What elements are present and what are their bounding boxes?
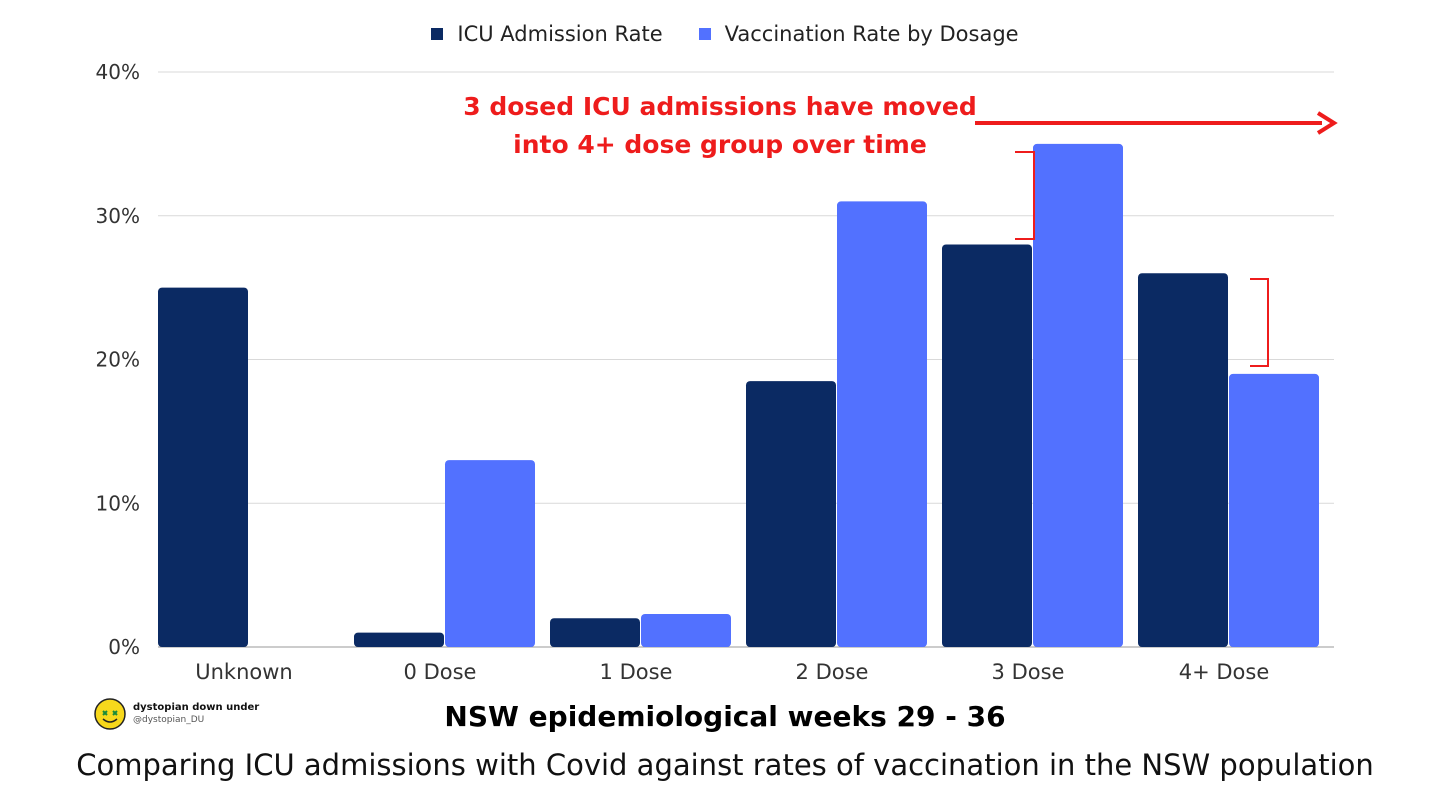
bar-chart: 0% 10% 20% 30% 40% Unknown 0 Dose 1 Dose 2 Dose 3… — [96, 60, 1338, 684]
brand-name: dystopian down under — [133, 702, 260, 713]
bar-icu — [158, 287, 248, 647]
legend-swatch-vaccination — [698, 28, 711, 40]
yellow-smiley-icon — [94, 698, 126, 730]
legend-label-vaccination: Vaccination Rate by Dosage — [724, 22, 1019, 46]
bar-icu — [354, 632, 444, 647]
annotation-arrow-head — [1316, 111, 1338, 135]
x-tick-label: 2 Dose — [796, 660, 869, 684]
x-tick-label: 0 Dose — [404, 660, 477, 684]
bar-icu — [550, 618, 640, 647]
legend-swatch-icu — [431, 28, 444, 40]
chart-annotation: 3 dosed ICU admissions have moved into 4… — [440, 88, 1000, 164]
y-tick-label: 30% — [96, 204, 140, 228]
y-tick-label: 40% — [96, 60, 140, 84]
brand-badge: dystopian down under @dystopian_DU — [93, 697, 259, 731]
x-tick-label: 4+ Dose — [1179, 660, 1270, 684]
x-tick-label: 3 Dose — [992, 660, 1065, 684]
bar-vaccination — [837, 201, 927, 647]
bar-icu — [1138, 273, 1228, 647]
bracket-3-dose — [1015, 151, 1035, 240]
bar-icu — [942, 244, 1032, 647]
bar-vaccination — [641, 613, 731, 647]
legend-item-vaccination[interactable]: Vaccination Rate by Dosage — [698, 22, 1019, 46]
bar-vaccination — [445, 460, 535, 647]
x-tick-label: Unknown — [195, 660, 292, 684]
annotation-line-1: 3 dosed ICU admissions have moved — [463, 92, 977, 121]
x-tick-label: 1 Dose — [600, 660, 673, 684]
bar-icu — [746, 381, 836, 647]
y-tick-label: 20% — [96, 348, 140, 372]
chart-legend: ICU Admission Rate Vaccination Rate by D… — [0, 22, 1450, 46]
chart-title: NSW epidemiological weeks 29 - 36 — [444, 700, 1006, 733]
bar-vaccination — [1033, 143, 1123, 647]
brand-handle: @dystopian_DU — [133, 715, 205, 725]
y-tick-label: 10% — [96, 491, 140, 515]
bar-vaccination — [1229, 373, 1319, 647]
legend-item-icu[interactable]: ICU Admission Rate — [431, 22, 663, 46]
chart-caption: Comparing ICU admissions with Covid agai… — [76, 748, 1374, 782]
legend-label-icu: ICU Admission Rate — [457, 22, 663, 46]
bracket-4-dose — [1250, 278, 1269, 367]
annotation-line-2: into 4+ dose group over time — [513, 130, 927, 159]
y-tick-label: 0% — [108, 635, 140, 659]
